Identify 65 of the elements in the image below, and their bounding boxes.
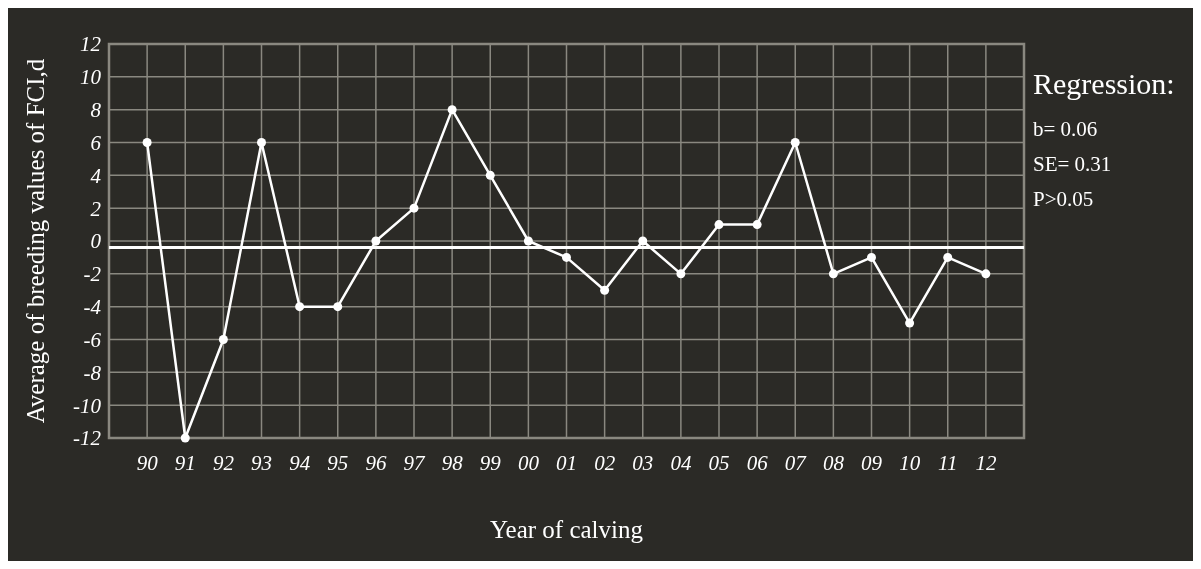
x-tick-label: 10 bbox=[899, 451, 921, 475]
point bbox=[676, 269, 686, 279]
x-tick-label: 94 bbox=[289, 451, 311, 475]
x-tick-label: 09 bbox=[861, 451, 883, 475]
x-tick-label: 03 bbox=[632, 451, 654, 475]
x-tick-label: 97 bbox=[403, 451, 426, 475]
text: SE= 0.31 bbox=[1033, 152, 1112, 176]
point bbox=[638, 236, 648, 246]
y-tick-label: -6 bbox=[83, 327, 102, 352]
point bbox=[257, 138, 266, 147]
y-tick-label: 6 bbox=[90, 130, 102, 155]
point bbox=[828, 269, 838, 279]
x-tick-label: 11 bbox=[938, 451, 958, 475]
point bbox=[867, 252, 876, 262]
x-tick-label: 07 bbox=[784, 451, 808, 475]
x-tick-label: 06 bbox=[746, 451, 769, 475]
x-tick-label: 01 bbox=[556, 451, 577, 475]
x-axis-title: Year of calving bbox=[490, 516, 644, 543]
point bbox=[333, 302, 343, 312]
point bbox=[371, 236, 381, 246]
point bbox=[447, 105, 457, 115]
x-tick-label: 04 bbox=[670, 451, 692, 475]
y-tick-label: -10 bbox=[73, 393, 102, 418]
x-tick-label: 92 bbox=[212, 451, 235, 475]
point bbox=[485, 170, 495, 180]
point bbox=[714, 220, 724, 230]
text: Regression: bbox=[1033, 67, 1175, 100]
y-tick-label: -2 bbox=[83, 262, 102, 287]
x-tick-label: 98 bbox=[441, 451, 464, 475]
point bbox=[981, 269, 991, 279]
text: P>0.05 bbox=[1033, 187, 1094, 211]
x-tick-label: 90 bbox=[136, 451, 159, 475]
point bbox=[790, 138, 800, 147]
point bbox=[943, 252, 953, 262]
y-tick-label: 10 bbox=[80, 65, 102, 90]
x-tick-label: 93 bbox=[251, 451, 272, 475]
y-tick-label: 12 bbox=[80, 32, 102, 57]
y-tick-label: -4 bbox=[83, 295, 102, 320]
y-tick-label: 2 bbox=[90, 196, 102, 221]
y-axis-title: Average of breeding values of FCI,d bbox=[22, 58, 49, 424]
x-tick-label: 12 bbox=[975, 451, 997, 475]
text: b= 0.06 bbox=[1033, 117, 1098, 141]
point bbox=[905, 318, 915, 328]
x-tick-label: 96 bbox=[365, 451, 387, 475]
x-tick-label: 00 bbox=[517, 451, 540, 475]
point bbox=[562, 252, 571, 262]
point bbox=[752, 220, 762, 230]
y-tick-label: 4 bbox=[90, 163, 102, 188]
y-tick-label: -12 bbox=[73, 426, 102, 451]
point bbox=[295, 302, 305, 312]
point bbox=[409, 203, 419, 213]
y-tick-label: 0 bbox=[90, 229, 102, 254]
y-tick-label: 8 bbox=[90, 98, 102, 123]
x-tick-label: 99 bbox=[479, 451, 502, 475]
point bbox=[523, 236, 533, 246]
point bbox=[600, 285, 610, 295]
point bbox=[180, 433, 190, 443]
x-tick-label: 05 bbox=[708, 451, 730, 475]
point bbox=[218, 335, 228, 344]
point bbox=[142, 138, 152, 147]
x-tick-label: 95 bbox=[327, 451, 349, 475]
x-tick-label: 91 bbox=[174, 451, 196, 475]
x-tick-label: 02 bbox=[594, 451, 616, 475]
x-tick-label: 08 bbox=[822, 451, 845, 475]
y-tick-label: -8 bbox=[83, 360, 102, 385]
